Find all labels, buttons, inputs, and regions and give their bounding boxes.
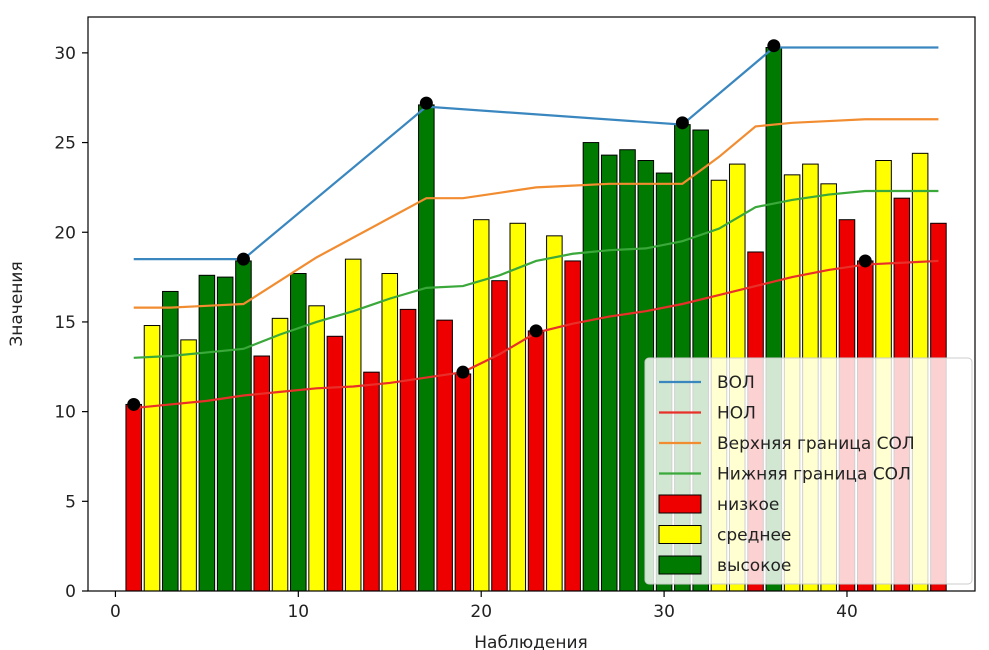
legend: ВОЛ НОЛ Верхняя граница СОЛ Нижняя граница … (644, 357, 973, 585)
bar (381, 273, 399, 592)
marker-point (767, 39, 781, 53)
bar (125, 403, 142, 592)
bar (509, 222, 527, 592)
bar (582, 142, 600, 592)
x-tick-label: 0 (110, 602, 121, 622)
legend-label: ВОЛ (717, 373, 755, 393)
bar (216, 276, 234, 592)
bar (527, 330, 545, 592)
bar (619, 149, 636, 592)
bar (363, 371, 380, 592)
bar (546, 235, 563, 592)
x-tick-label: 20 (470, 602, 492, 622)
marker-point (419, 96, 433, 110)
bar (290, 273, 307, 592)
plot-frame (87, 16, 976, 592)
bar (308, 305, 325, 592)
bar (564, 260, 581, 592)
line-series (133, 189, 939, 359)
bar (326, 335, 344, 592)
bar (180, 339, 197, 592)
x-tick-label: 30 (653, 602, 675, 622)
marker-point (456, 365, 470, 379)
legend-label: высокое (717, 556, 791, 576)
legend-bar-swatch (658, 555, 702, 575)
marker-point (858, 254, 872, 268)
marker-point (127, 397, 141, 411)
bar (454, 373, 472, 592)
y-axis-label: Значения (7, 261, 27, 346)
legend-bar-swatch (658, 525, 702, 544)
bar (271, 317, 289, 592)
marker-point (529, 324, 543, 338)
bar (418, 104, 435, 592)
line-series (133, 118, 939, 309)
legend-box (644, 357, 973, 585)
legend-label: Верхняя граница СОЛ (717, 434, 915, 454)
x-tick-label: 40 (836, 602, 858, 622)
legend-bar-swatch (658, 494, 702, 514)
x-tick-label: 10 (287, 602, 309, 622)
bar (472, 219, 490, 592)
legend-label: низкое (717, 495, 779, 515)
y-tick-label: 25 (54, 134, 76, 154)
y-tick-label: 15 (54, 313, 76, 333)
bar (491, 280, 508, 592)
markers-layer (127, 39, 872, 411)
bar (253, 355, 271, 592)
line-series (133, 46, 939, 261)
bar (399, 308, 417, 592)
bar (198, 274, 216, 592)
axes-layer: 0 10 20 30 40 0 5 10 15 20 25 30 (54, 16, 976, 622)
marker-point (236, 252, 250, 266)
bar (162, 290, 179, 592)
bar (235, 260, 252, 592)
y-tick-label: 5 (65, 492, 76, 512)
bar (600, 154, 618, 592)
y-tick-label: 30 (54, 44, 76, 64)
legend-label: среднее (717, 526, 791, 546)
legend-label: Нижняя граница СОЛ (717, 465, 911, 485)
y-tick-label: 20 (54, 223, 76, 243)
x-axis-label: Наблюдения (474, 633, 587, 650)
y-tick-label: 10 (54, 403, 76, 423)
bar (143, 325, 161, 592)
y-tick-label: 0 (65, 582, 76, 602)
bar (436, 319, 453, 592)
marker-point (675, 116, 689, 130)
legend-label: НОЛ (717, 404, 756, 424)
